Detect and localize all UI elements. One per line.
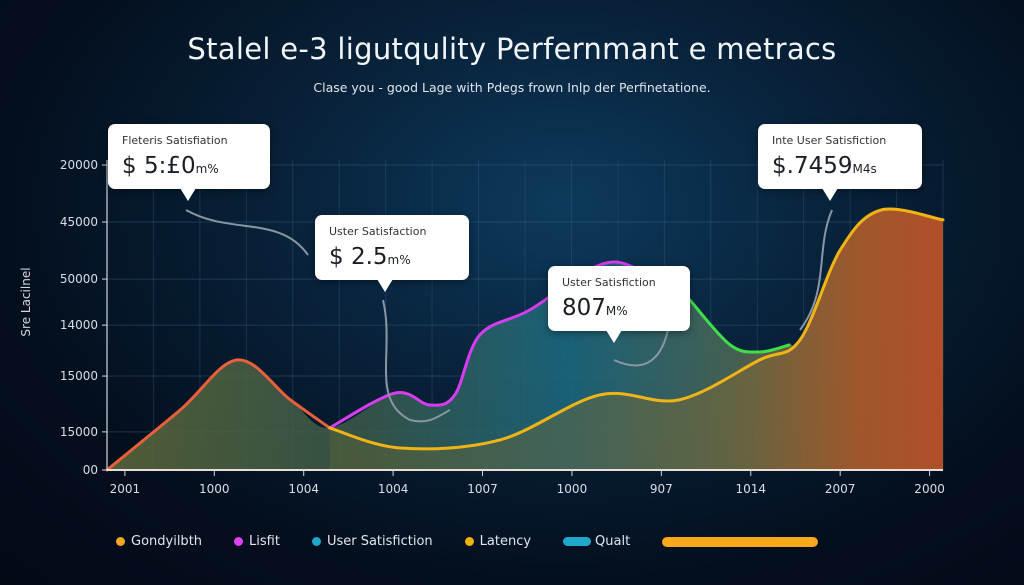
annotation-value: $ 5:£0m% (122, 153, 219, 179)
legend-swatch (464, 537, 474, 546)
annotation-value: 807M% (562, 295, 628, 321)
chart-subtitle: Clase you - good Lage with Pdegs frown I… (313, 80, 711, 95)
legend-label: Gondyilbth (131, 534, 203, 549)
y-tick-label: 15000 (59, 424, 98, 439)
series-area (329, 209, 944, 470)
x-tick-label: 2000 (914, 482, 945, 496)
legend-label: User Satisfiction (326, 534, 433, 549)
annotation-callout: Inte User Satisfiction $.7459M4s (758, 124, 922, 201)
series-line (688, 298, 791, 354)
x-tick-label: 1004 (288, 482, 319, 496)
legend-bar (662, 536, 819, 547)
legend-item[interactable]: Latency (464, 534, 532, 549)
legend-swatch (234, 537, 244, 546)
legend-swatch (116, 537, 125, 546)
legend-item[interactable]: Qualt (563, 534, 630, 549)
y-tick-label: 15000 (59, 369, 98, 384)
x-tick-label: 2001 (109, 482, 141, 496)
annotation-label: Inte User Satisfiction (772, 134, 887, 147)
x-tick-label: 907 (649, 482, 673, 496)
annotation-callout: Fleteris Satisfiation $ 5:£0m% (108, 124, 270, 201)
x-tick-label: 1000 (556, 482, 588, 496)
legend-item[interactable] (662, 536, 819, 547)
legend-label: Latency (479, 534, 532, 549)
legend-item[interactable]: Lisfit (234, 534, 280, 549)
x-tick-label: 2007 (824, 482, 856, 496)
y-axis-label: Sre Lacilnel (19, 267, 33, 337)
x-tick-label: 1004 (377, 482, 409, 496)
x-tick-label: 1014 (735, 482, 767, 496)
annotation-pointer (613, 329, 669, 367)
y-tick-label: 14000 (59, 318, 98, 333)
y-tick-label: 00 (82, 463, 98, 477)
legend-swatch (563, 537, 592, 546)
annotation-callout: Uster Satisfaction $ 2.5m% (315, 215, 469, 292)
annotation-value: $.7459M4s (772, 153, 877, 179)
x-tick-label: 1007 (467, 482, 498, 496)
annotation-pointer (799, 209, 833, 331)
y-tick-label: 45000 (59, 215, 98, 230)
legend-swatch (311, 537, 321, 546)
annotation-pointer (185, 209, 309, 256)
series-line (328, 207, 945, 451)
annotation-label: Uster Satisfaction (329, 225, 427, 238)
legend-item[interactable]: Gondyilbth (116, 534, 202, 549)
series-line (105, 358, 332, 472)
legend: Gondyilbth Lisfit User Satisfiction Late… (116, 534, 850, 549)
legend-item[interactable]: User Satisfiction (311, 534, 433, 549)
annotation-label: Uster Satisfiction (562, 276, 656, 289)
chart-title: Stalel e-3 ligutqulity Perfernmant e met… (187, 32, 837, 66)
annotation-callout: Uster Satisfiction 807M% (548, 266, 690, 343)
legend-label: Qualt (595, 534, 631, 549)
y-tick-label: 20000 (59, 158, 98, 172)
x-tick-label: 1000 (199, 482, 230, 496)
annotation-pointer (382, 299, 451, 423)
legend-label: Lisfit (249, 534, 280, 549)
annotation-label: Fleteris Satisfiation (122, 134, 228, 147)
y-tick-label: 50000 (59, 272, 98, 287)
annotation-value: $ 2.5m% (329, 244, 411, 270)
series-line (328, 260, 692, 430)
